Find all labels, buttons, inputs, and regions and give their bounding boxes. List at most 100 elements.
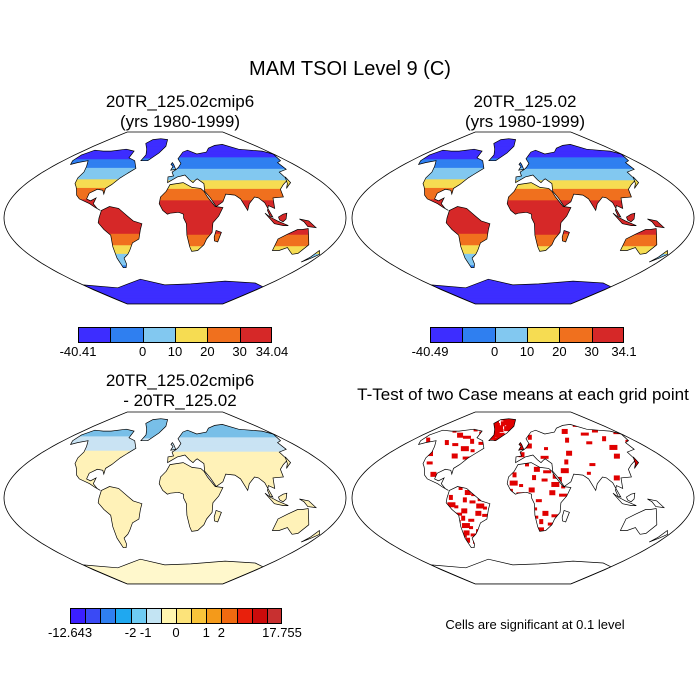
land-band — [446, 253, 490, 257]
land-band — [656, 245, 690, 248]
colorbar-tick-label: -40.49 — [411, 344, 449, 359]
significant-cell — [561, 485, 566, 489]
coastline-northAmerica — [69, 428, 137, 491]
land-band — [142, 415, 180, 418]
map-border — [3, 411, 347, 585]
land-band — [98, 233, 142, 237]
significant-cell — [519, 484, 524, 488]
land-band — [98, 513, 142, 517]
coastline-newguinea — [299, 218, 318, 229]
land-band — [78, 150, 136, 154]
land-band — [98, 507, 142, 511]
land-band — [70, 464, 136, 468]
significant-cell — [547, 522, 554, 526]
land-band — [167, 442, 288, 446]
significant-cell — [503, 422, 510, 426]
coastline-greenland — [140, 418, 169, 442]
land-band — [70, 453, 136, 457]
significant-cell — [461, 515, 466, 521]
significant-cell — [503, 418, 510, 424]
coastline-greenland — [488, 138, 517, 162]
land-band — [620, 245, 657, 250]
land-australia — [620, 228, 657, 255]
significant-cell — [636, 464, 639, 469]
coastline-nz — [649, 529, 669, 543]
significant-cell — [543, 470, 552, 474]
land-antarctica — [398, 275, 642, 304]
significant-cell — [406, 455, 414, 458]
significant-cell — [509, 517, 518, 521]
significant-cell — [497, 428, 504, 432]
coastline-japan — [284, 176, 292, 189]
land-band — [507, 237, 571, 241]
significant-cell — [533, 466, 540, 472]
significant-cell — [462, 497, 467, 503]
land-band — [613, 219, 637, 224]
significant-cell — [527, 523, 534, 527]
colorbar-tick-label: 0 — [139, 344, 147, 359]
land-band — [430, 283, 612, 288]
coastline-madagascar — [213, 509, 222, 523]
land-band — [265, 493, 289, 495]
colorbar-swatch — [70, 608, 86, 624]
land-band — [254, 254, 310, 257]
land-antarctica — [82, 279, 264, 304]
land-band — [418, 167, 484, 171]
colorbar-swatch — [160, 608, 176, 624]
land-band — [140, 418, 168, 422]
land-band — [98, 510, 142, 514]
land-band — [100, 261, 142, 266]
land-band — [515, 179, 636, 184]
land-band — [167, 494, 288, 497]
land-band — [418, 158, 484, 163]
land-band — [140, 429, 168, 433]
significant-cell — [418, 444, 420, 450]
significant-cell — [589, 463, 596, 467]
coastline-australia — [271, 228, 310, 255]
land-band — [159, 482, 223, 487]
land-band — [70, 435, 136, 440]
land-band — [250, 208, 304, 211]
land-band — [101, 298, 242, 302]
land-band — [446, 221, 490, 226]
land-band — [98, 496, 142, 500]
land-band — [284, 213, 332, 216]
land-band — [299, 219, 316, 220]
colorbar-swatch — [78, 327, 111, 343]
land-band — [278, 498, 287, 502]
land-band — [98, 210, 142, 214]
colorbar-swatch — [142, 327, 175, 343]
land-band — [98, 516, 142, 520]
land-band — [620, 248, 657, 252]
land-band — [620, 242, 657, 247]
significant-cell — [460, 446, 469, 452]
coastline-eurasia — [167, 144, 289, 218]
colorbar-case1: -40.41 0 10 20 30 34.04 — [60, 327, 288, 359]
land-band — [159, 231, 223, 235]
significant-cell — [513, 500, 520, 504]
land-band — [82, 563, 264, 568]
land-band — [515, 153, 636, 158]
significant-cell — [628, 455, 632, 458]
land-band — [167, 445, 288, 449]
land-band — [418, 184, 484, 188]
land-band — [98, 519, 142, 523]
colorbar-swatch — [494, 327, 527, 343]
land-band — [420, 153, 484, 157]
land-band — [272, 519, 309, 524]
land-band — [398, 275, 642, 278]
land-band — [507, 211, 571, 215]
land-band — [515, 171, 636, 175]
land-band — [418, 173, 484, 177]
land-band — [272, 245, 309, 250]
land-band — [250, 226, 302, 229]
land-band — [515, 165, 636, 169]
coastline-indonesia — [612, 212, 637, 226]
land-band — [515, 185, 636, 189]
significant-cell — [528, 487, 535, 493]
significant-cell — [532, 475, 537, 481]
coastline-uk — [169, 161, 177, 171]
map-border — [3, 131, 347, 305]
coastline-antarctica — [82, 278, 264, 304]
land-band — [507, 239, 571, 244]
